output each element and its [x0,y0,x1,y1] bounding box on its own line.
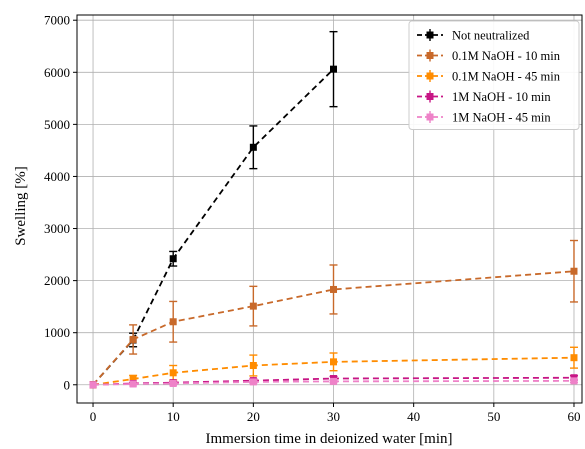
x-tick-label: 50 [487,409,500,424]
x-tick-label: 60 [567,409,580,424]
y-tick-label: 2000 [44,273,70,288]
legend-marker [426,113,434,121]
tick-labels: 0 10 20 30 40 50 60 0 1000 2000 3000 4000 5000 6000 70… [44,13,580,424]
data-point [570,354,578,362]
series-line [93,379,574,386]
x-tick-label: 0 [90,409,97,424]
legend-label: 0.1M NaOH - 10 min [452,49,561,63]
series-layer [89,30,578,389]
data-point [129,375,137,383]
legend-item: 1M NaOH - 10 min [417,90,551,104]
y-tick-label: 1000 [44,325,70,340]
series-1 [89,30,338,389]
data-point [249,362,257,370]
legend-marker [426,93,434,100]
data-point [570,377,578,385]
legend-item: 0.1M NaOH - 10 min [417,49,561,63]
y-tick-label: 5000 [44,117,70,132]
legend: Not neutralized 0.1M NaOH - 10 min 0.1M Na… [408,20,580,130]
y-axis-label: Swelling [%] [13,166,29,246]
x-tick-label: 40 [407,409,420,424]
legend-marker [426,31,434,39]
data-point [249,143,257,151]
data-point [89,381,97,389]
x-axis-label: Immersion time in deionized water [min] [205,431,452,447]
data-point [330,65,338,73]
data-point [330,377,338,385]
series-line [92,270,575,386]
y-tick-label: 7000 [44,13,70,28]
data-point [169,369,177,377]
data-point [570,267,578,275]
x-tick-label: 30 [327,409,340,424]
y-tick-label: 4000 [44,169,70,184]
series-line [92,356,574,386]
x-tick-label: 20 [247,409,260,424]
legend-box [408,20,580,130]
legend-label: 0.1M NaOH - 45 min [452,70,561,84]
y-tick-label: 3000 [44,221,70,236]
x-tick-label: 10 [167,409,180,424]
legend-marker [426,52,434,59]
legend-label: 1M NaOH - 10 min [452,90,551,104]
series-5 [89,377,578,389]
data-point [330,358,338,366]
legend-item: 0.1M NaOH - 45 min [417,70,561,84]
legend-item: 1M NaOH - 45 min [417,111,551,125]
data-point [249,378,257,386]
data-point [330,285,338,293]
plot-frame [76,14,583,404]
data-point [169,318,177,326]
series-line [92,68,335,386]
legend-label: 1M NaOH - 45 min [452,111,551,125]
data-point [169,379,177,387]
data-point [249,302,257,310]
legend-item: Not neutralized [417,29,530,43]
data-point [169,255,177,263]
legend-label: Not neutralized [452,29,530,43]
data-point [129,335,137,343]
y-tick-label: 6000 [44,65,70,80]
legend-marker [426,72,434,80]
series-3 [89,346,578,389]
y-tick-label: 0 [64,377,71,392]
data-point [129,380,137,388]
